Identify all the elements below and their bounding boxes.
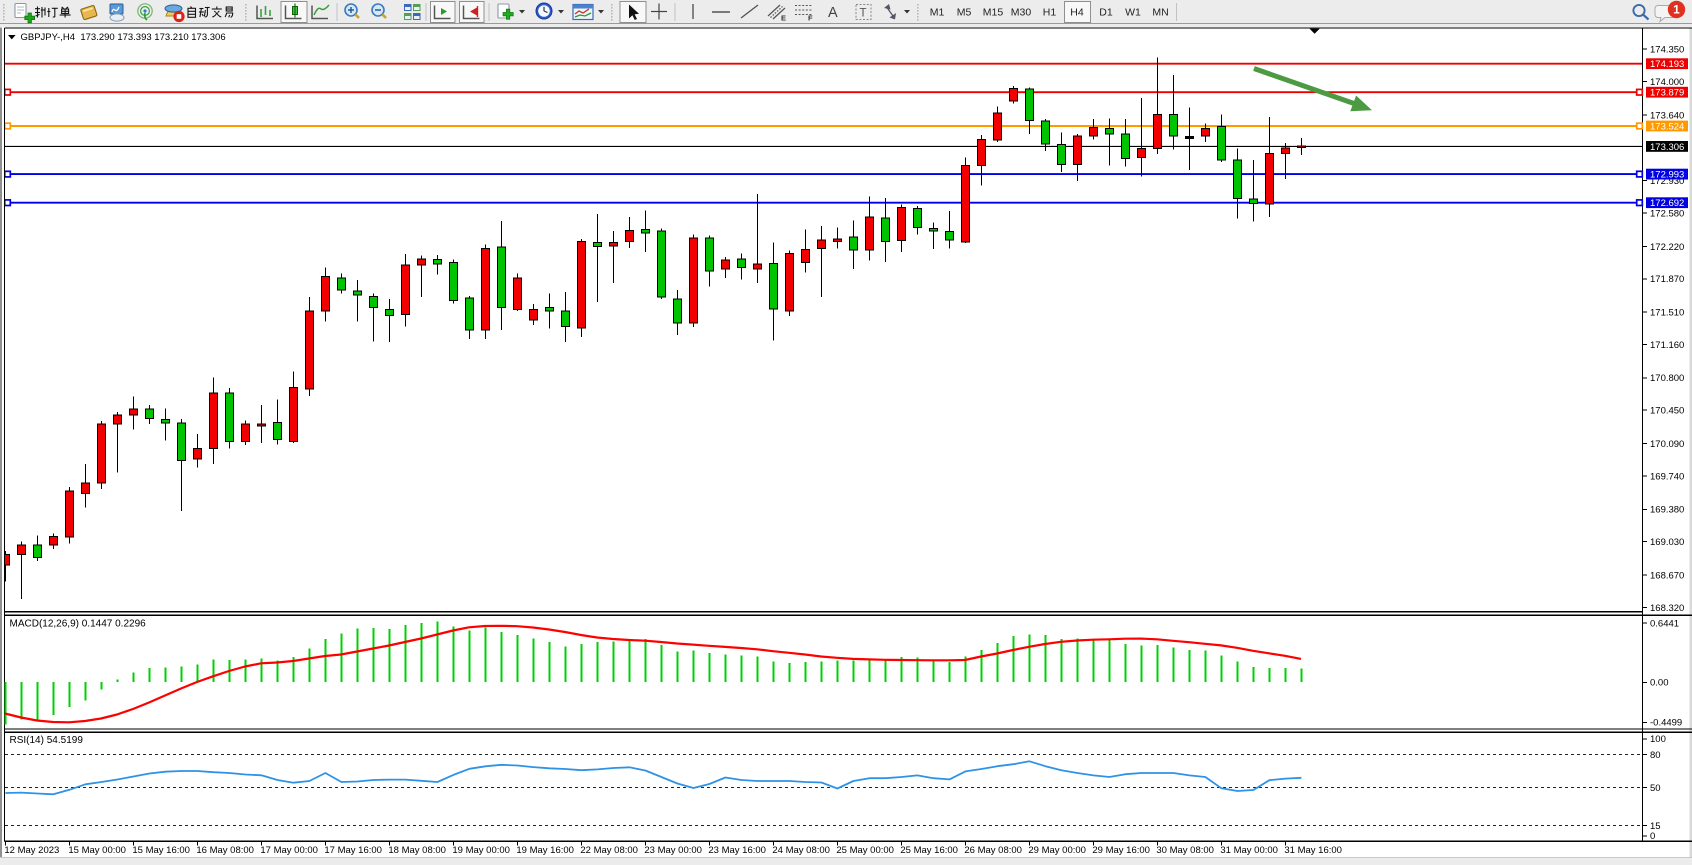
svg-text:173.879: 173.879: [1650, 88, 1684, 99]
svg-text:1: 1: [1673, 3, 1680, 17]
svg-text:22 May 08:00: 22 May 08:00: [580, 845, 638, 856]
svg-text:26 May 08:00: 26 May 08:00: [964, 845, 1022, 856]
svg-text:0.6441: 0.6441: [1650, 619, 1679, 630]
svg-text:172.692: 172.692: [1650, 198, 1684, 209]
svg-text:168.320: 168.320: [1650, 603, 1684, 614]
svg-text:31 May 00:00: 31 May 00:00: [1220, 845, 1278, 856]
svg-text:174.350: 174.350: [1650, 45, 1684, 56]
svg-text:A: A: [828, 5, 838, 21]
svg-text:50: 50: [1650, 783, 1661, 794]
svg-text:17 May 00:00: 17 May 00:00: [260, 845, 318, 856]
svg-text:16 May 08:00: 16 May 08:00: [196, 845, 254, 856]
svg-text:173.306: 173.306: [1650, 142, 1684, 153]
svg-text:170.450: 170.450: [1650, 406, 1684, 417]
svg-text:80: 80: [1650, 750, 1661, 761]
svg-text:25 May 16:00: 25 May 16:00: [900, 845, 958, 856]
svg-text:171.870: 171.870: [1650, 274, 1684, 285]
svg-text:171.160: 171.160: [1650, 340, 1684, 351]
svg-text:19 May 00:00: 19 May 00:00: [452, 845, 510, 856]
svg-text:RSI(14) 54.5199: RSI(14) 54.5199: [10, 735, 84, 746]
svg-text:M15: M15: [983, 7, 1004, 19]
svg-text:30 May 08:00: 30 May 08:00: [1156, 845, 1214, 856]
svg-text:25 May 00:00: 25 May 00:00: [836, 845, 894, 856]
svg-text:29 May 00:00: 29 May 00:00: [1028, 845, 1086, 856]
svg-text:MACD(12,26,9) 0.1447 0.2296: MACD(12,26,9) 0.1447 0.2296: [10, 619, 147, 630]
svg-text:172.580: 172.580: [1650, 208, 1684, 219]
svg-text:MN: MN: [1152, 7, 1168, 19]
svg-text:170.800: 170.800: [1650, 373, 1684, 384]
svg-text:0: 0: [1650, 831, 1655, 842]
svg-text:0.00: 0.00: [1650, 678, 1669, 689]
svg-text:19 May 16:00: 19 May 16:00: [516, 845, 574, 856]
svg-text:24 May 08:00: 24 May 08:00: [772, 845, 830, 856]
svg-text:23 May 16:00: 23 May 16:00: [708, 845, 766, 856]
svg-text:T: T: [860, 8, 867, 20]
svg-text:M1: M1: [930, 7, 945, 19]
svg-text:F: F: [808, 14, 813, 23]
svg-text:172.220: 172.220: [1650, 242, 1684, 253]
svg-text:18 May 08:00: 18 May 08:00: [388, 845, 446, 856]
svg-text:H4: H4: [1070, 7, 1084, 19]
svg-text:169.740: 169.740: [1650, 471, 1684, 482]
svg-text:100: 100: [1650, 734, 1666, 745]
svg-text:168.670: 168.670: [1650, 570, 1684, 581]
svg-text:GBPJPY-,H4 173.290 173.393 17: GBPJPY-,H4 173.290 173.393 173.210 173.3…: [21, 32, 226, 43]
svg-text:23 May 00:00: 23 May 00:00: [644, 845, 702, 856]
svg-text:31 May 16:00: 31 May 16:00: [1284, 845, 1342, 856]
svg-text:17 May 16:00: 17 May 16:00: [324, 845, 382, 856]
svg-text:E: E: [781, 14, 786, 23]
svg-text:173.640: 173.640: [1650, 110, 1684, 121]
svg-text:169.380: 169.380: [1650, 505, 1684, 516]
svg-text:29 May 16:00: 29 May 16:00: [1092, 845, 1150, 856]
svg-text:W1: W1: [1125, 7, 1141, 19]
svg-text:172.993: 172.993: [1650, 170, 1684, 181]
svg-text:169.030: 169.030: [1650, 537, 1684, 548]
svg-text:174.000: 174.000: [1650, 77, 1684, 88]
svg-text:15: 15: [1650, 821, 1661, 832]
svg-text:15 May 00:00: 15 May 00:00: [68, 845, 126, 856]
svg-text:12 May 2023: 12 May 2023: [4, 845, 59, 856]
svg-text:174.193: 174.193: [1650, 59, 1684, 70]
svg-text:M5: M5: [957, 7, 972, 19]
svg-text:H1: H1: [1043, 7, 1057, 19]
svg-text:M30: M30: [1011, 7, 1032, 19]
svg-text:172.930: 172.930: [1650, 176, 1684, 187]
svg-text:-0.4499: -0.4499: [1650, 718, 1682, 729]
svg-text:170.090: 170.090: [1650, 439, 1684, 450]
svg-text:171.510: 171.510: [1650, 308, 1684, 319]
svg-text:173.524: 173.524: [1650, 121, 1684, 132]
svg-text:D1: D1: [1099, 7, 1113, 19]
svg-text:15 May 16:00: 15 May 16:00: [132, 845, 190, 856]
